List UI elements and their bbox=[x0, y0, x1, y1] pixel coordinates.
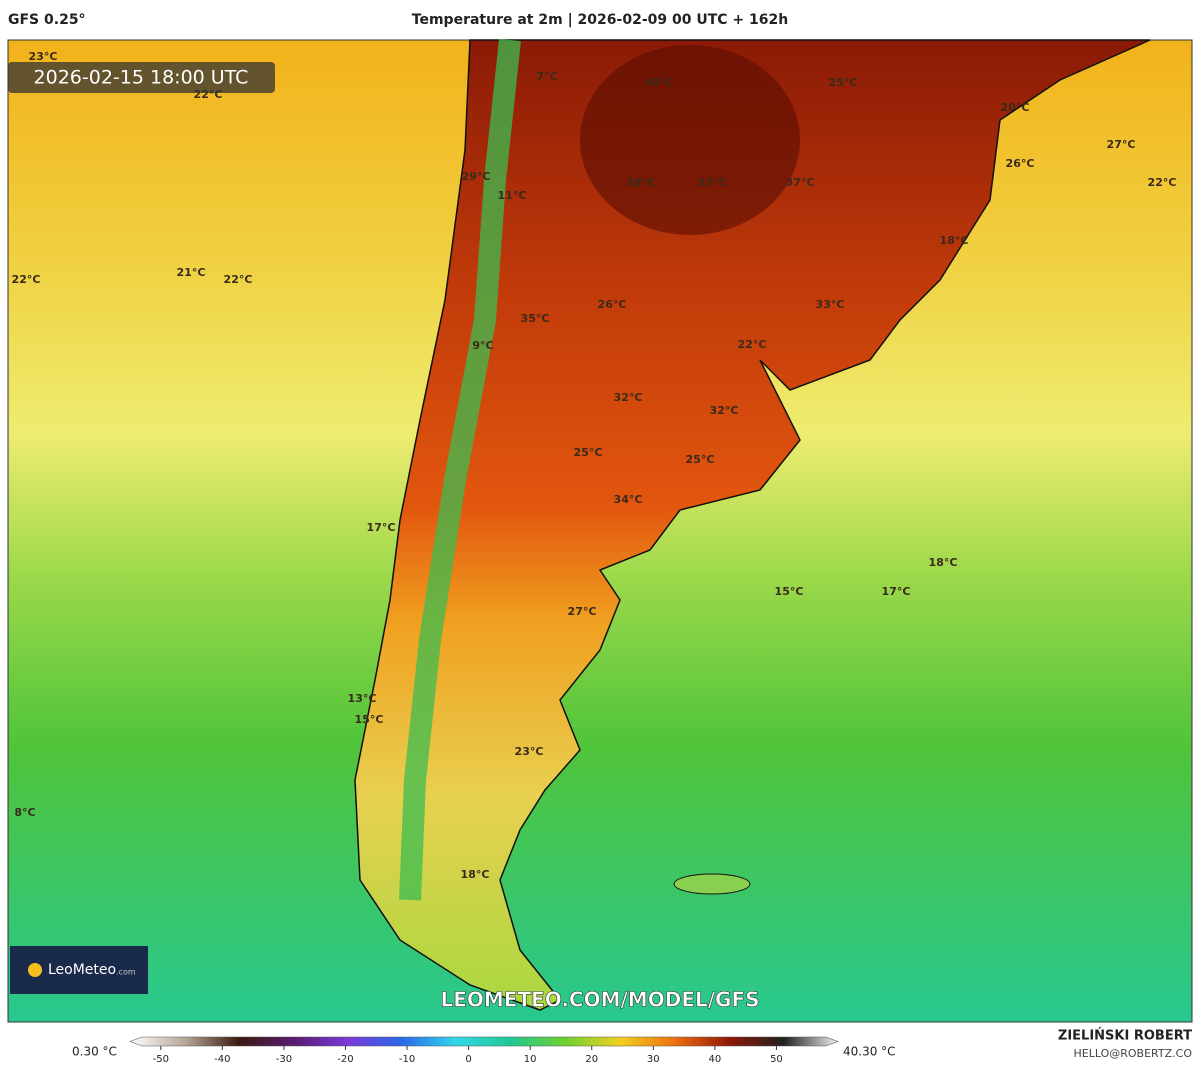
temperature-label: 22°C bbox=[12, 273, 41, 286]
colorbar-tick-label: -50 bbox=[153, 1054, 169, 1065]
temperature-label: 21°C bbox=[177, 266, 206, 279]
temperature-label: 23°C bbox=[515, 745, 544, 758]
legend-max: 40.30 °C bbox=[843, 1045, 896, 1059]
temperature-label: 17°C bbox=[882, 585, 911, 598]
colorbar-tick-label: 10 bbox=[524, 1054, 537, 1065]
land bbox=[354, 39, 1151, 1011]
colorbar-tick-label: 40 bbox=[709, 1054, 722, 1065]
temperature-label: 23°C bbox=[29, 50, 58, 63]
author: ZIELIŃSKI ROBERT bbox=[1058, 1028, 1192, 1044]
colorbar-tick-label: -10 bbox=[399, 1054, 415, 1065]
colorbar-tick-label: 20 bbox=[585, 1054, 598, 1065]
temperature-label: 22°C bbox=[224, 273, 253, 286]
logo-suffix: .com bbox=[116, 968, 136, 977]
temperature-label: 26°C bbox=[1006, 157, 1035, 170]
temperature-label: 25°C bbox=[829, 76, 858, 89]
colorbar-scale bbox=[129, 1036, 839, 1047]
colorbar-tick-label: 30 bbox=[647, 1054, 660, 1065]
temperature-label: 33°C bbox=[816, 298, 845, 311]
temperature-label: 25°C bbox=[574, 446, 603, 459]
temperature-label: 9°C bbox=[472, 339, 493, 352]
legend-min: 0.30 °C bbox=[72, 1045, 117, 1059]
email: HELLO@ROBERTZ.CO bbox=[1074, 1047, 1193, 1060]
temperature-label: 35°C bbox=[521, 312, 550, 325]
temperature-label: 38°C bbox=[627, 176, 656, 189]
temperature-label: 17°C bbox=[367, 521, 396, 534]
temperature-label: 33°C bbox=[698, 176, 727, 189]
temperature-label: 29°C bbox=[462, 170, 491, 183]
temperature-label: 32°C bbox=[710, 404, 739, 417]
colorbar: -50 -40 -30 -20 -10 0 10 20 30 40 50 bbox=[129, 1036, 839, 1065]
temperature-label: 27°C bbox=[568, 605, 597, 618]
map-title: Temperature at 2m | 2026-02-09 00 UTC + … bbox=[412, 12, 788, 28]
temperature-label: 8°C bbox=[14, 806, 35, 819]
temperature-label: 15°C bbox=[355, 713, 384, 726]
time-box bbox=[8, 62, 275, 93]
temperature-label: 22°C bbox=[1148, 176, 1177, 189]
logo-brand: LeoMeteo bbox=[48, 962, 116, 978]
temperature-label: 37°C bbox=[786, 176, 815, 189]
andes bbox=[399, 38, 521, 901]
colorbar-tick-label: -20 bbox=[337, 1054, 353, 1065]
temperature-label: 25°C bbox=[686, 453, 715, 466]
temperature-label: 7°C bbox=[536, 70, 557, 83]
hot-region bbox=[580, 45, 800, 235]
colorbar-tick-label: -40 bbox=[214, 1054, 230, 1065]
temperature-label: 32°C bbox=[614, 391, 643, 404]
island bbox=[673, 873, 751, 895]
temperature-label: 20°C bbox=[1001, 101, 1030, 114]
map bbox=[7, 38, 1193, 1023]
temperature-label: 18°C bbox=[929, 556, 958, 569]
valid-time: 2026-02-15 18:00 UTC bbox=[34, 67, 249, 89]
map-labels: 23°C 22°C 7°C 40°C 25°C 20°C 27°C 26°C 22°C 29°C 1… bbox=[12, 50, 1177, 881]
colorbar-tick-label: 0 bbox=[465, 1054, 471, 1065]
temperature-label: 18°C bbox=[461, 868, 490, 881]
temperature-label: 15°C bbox=[775, 585, 804, 598]
temperature-label: 34°C bbox=[614, 493, 643, 506]
temperature-label: 13°C bbox=[348, 692, 377, 705]
temperature-label: 22°C bbox=[738, 338, 767, 351]
colorbar-tick-label: 50 bbox=[770, 1054, 783, 1065]
watermark: LEOMETEO.COM/MODEL/GFS bbox=[440, 988, 759, 1012]
model-name: GFS 0.25° bbox=[8, 12, 86, 28]
colorbar-tick-label: -30 bbox=[276, 1054, 292, 1065]
temperature-label: 11°C bbox=[498, 189, 527, 202]
temperature-label: 27°C bbox=[1107, 138, 1136, 151]
logo-sun bbox=[28, 963, 42, 977]
temperature-label: 40°C bbox=[645, 76, 674, 89]
temperature-label: 26°C bbox=[598, 298, 627, 311]
temperature-label: 18°C bbox=[940, 234, 969, 247]
